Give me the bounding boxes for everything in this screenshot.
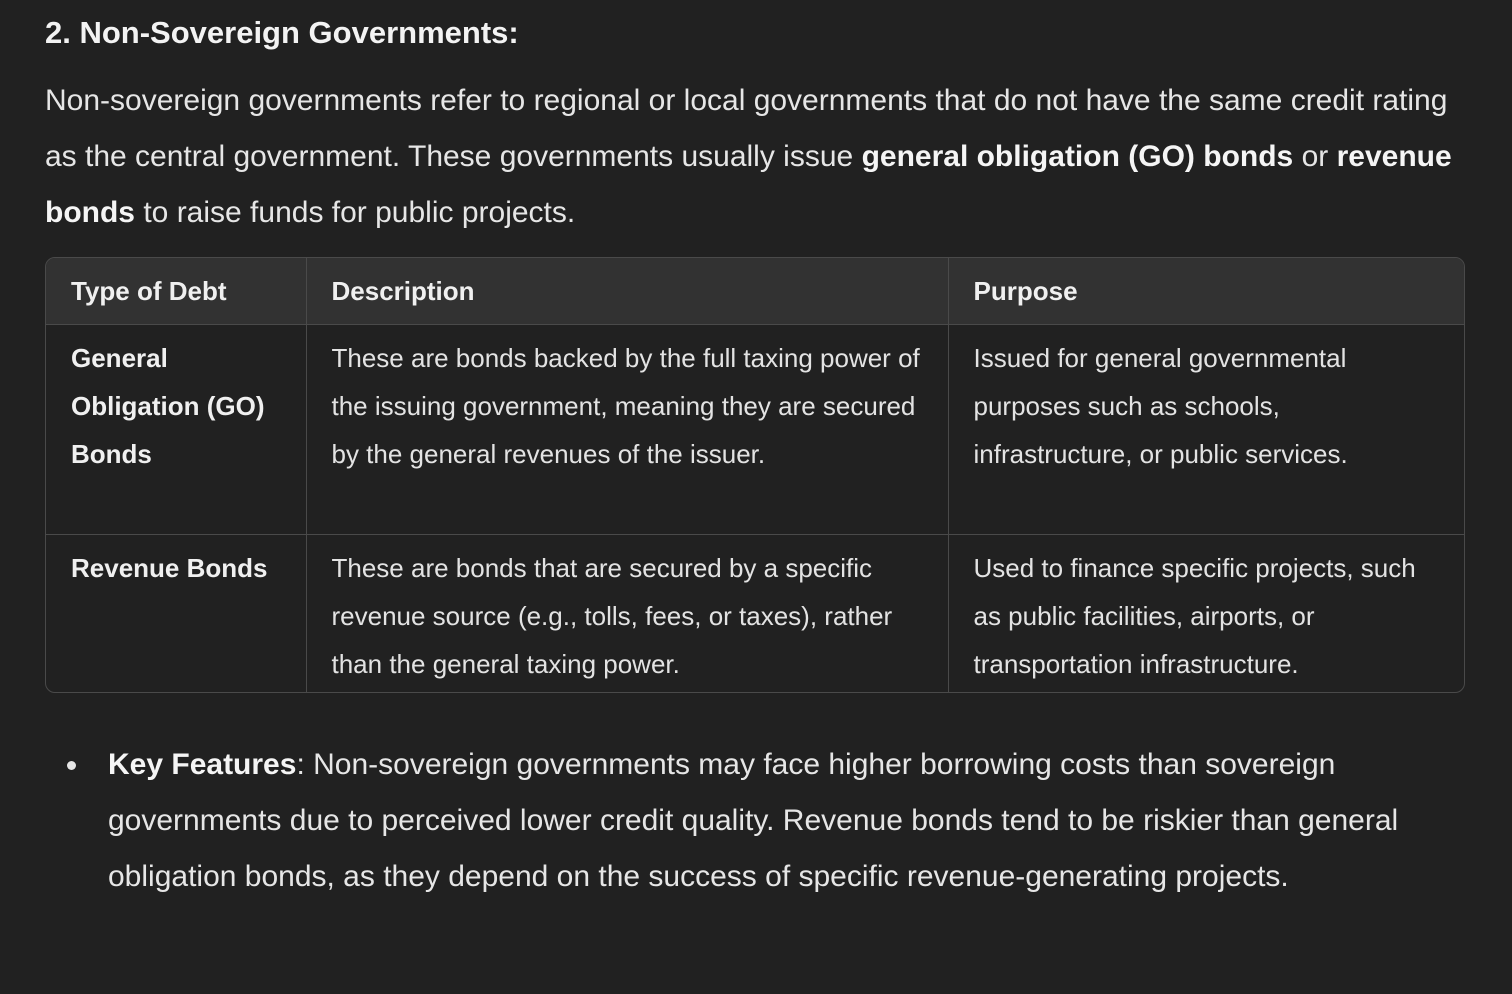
key-features-list: Key Features: Non-sovereign governments …	[67, 737, 1467, 905]
list-item: Key Features: Non-sovereign governments …	[67, 737, 1467, 905]
header-type-of-debt: Type of Debt	[46, 258, 306, 325]
table-header-row: Type of Debt Description Purpose	[46, 258, 1464, 325]
intro-text: or	[1293, 140, 1337, 173]
debt-table-grid: Type of Debt Description Purpose General…	[46, 258, 1464, 692]
intro-bold-revenue-bonds: revenue bonds	[45, 140, 1452, 229]
key-features-separator: :	[296, 748, 314, 781]
bullet-icon	[67, 761, 76, 770]
intro-bold-go-bonds: general obligation (GO) bonds	[861, 140, 1294, 173]
section-heading: 2. Non-Sovereign Governments:	[45, 15, 519, 50]
intro-text: to raise funds for public projects.	[135, 196, 576, 229]
cell-description: These are bonds backed by the full taxin…	[305, 324, 948, 535]
cell-type: Revenue Bonds	[71, 552, 268, 583]
header-description: Description	[305, 258, 948, 325]
intro-paragraph: Non-sovereign governments refer to regio…	[45, 73, 1485, 241]
header-purpose: Purpose	[947, 258, 1464, 325]
key-features-label: Key Features	[108, 748, 297, 781]
intro-text: Non-sovereign governments refer to regio…	[45, 84, 1448, 173]
cell-purpose: Used to finance specific projects, such …	[947, 534, 1464, 692]
cell-description: These are bonds that are secured by a sp…	[305, 534, 948, 692]
cell-purpose: Issued for general governmental purposes…	[947, 324, 1464, 535]
table-row: Revenue Bonds These are bonds that are s…	[46, 534, 1464, 692]
table-row: General Obligation (GO) Bonds These are …	[46, 324, 1464, 535]
cell-type: General Obligation (GO) Bonds	[46, 324, 306, 535]
debt-table: Type of Debt Description Purpose General…	[45, 257, 1465, 693]
key-features-text: Non-sovereign governments may face highe…	[108, 748, 1399, 893]
